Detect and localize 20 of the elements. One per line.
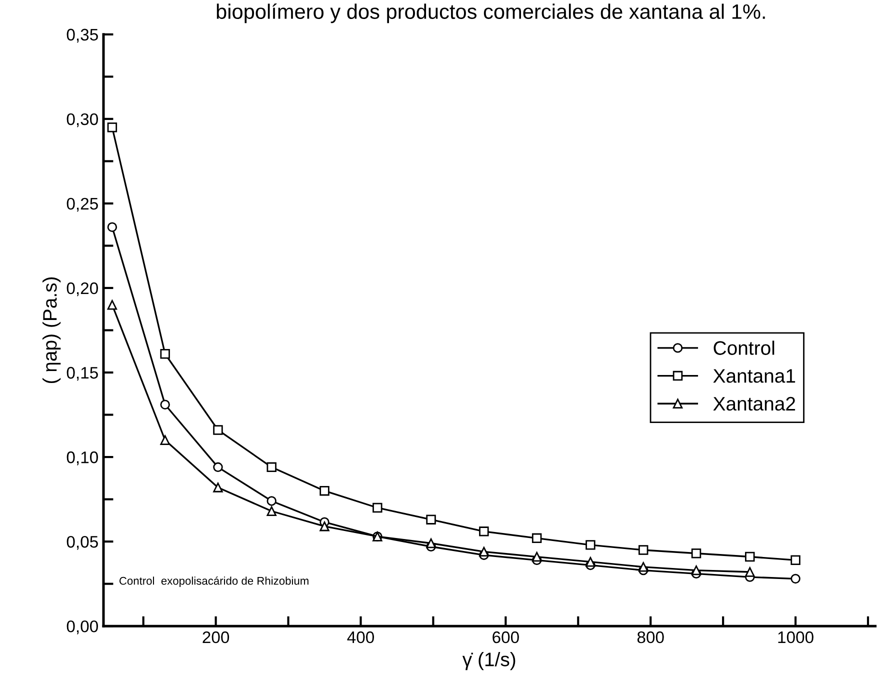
y-axis-title: ( ηap) (Pa.s) (42, 277, 61, 384)
annotation: Control exopolisacárido de Rhizobium (119, 576, 308, 587)
legend-label: Xantana1 (713, 369, 796, 383)
legend-label: Xantana2 (713, 396, 796, 411)
y-tick-label: 0,10 (66, 451, 98, 466)
x-tick-label: 200 (202, 631, 230, 644)
chart-title: biopolímero y dos productos comerciales de xantana al 1%. (216, 3, 765, 24)
y-tick-label: 0,20 (66, 282, 98, 296)
y-tick-label: 0,30 (66, 113, 98, 128)
y-tick-label: 0,00 (66, 620, 98, 634)
y-tick-label: 0,25 (66, 198, 98, 212)
y-tick-label: 0,15 (66, 366, 98, 381)
x-tick-label: 800 (637, 631, 664, 644)
x-tick-label: 600 (492, 631, 519, 644)
y-tick-label: 0,05 (66, 536, 98, 550)
legend-label: Control (714, 340, 774, 355)
x-axis-title: γ̇ (1/s) (462, 652, 516, 670)
x-tick-label: 400 (347, 631, 374, 644)
x-tick-label: 1000 (778, 631, 814, 644)
y-tick-label: 0,35 (66, 28, 98, 43)
